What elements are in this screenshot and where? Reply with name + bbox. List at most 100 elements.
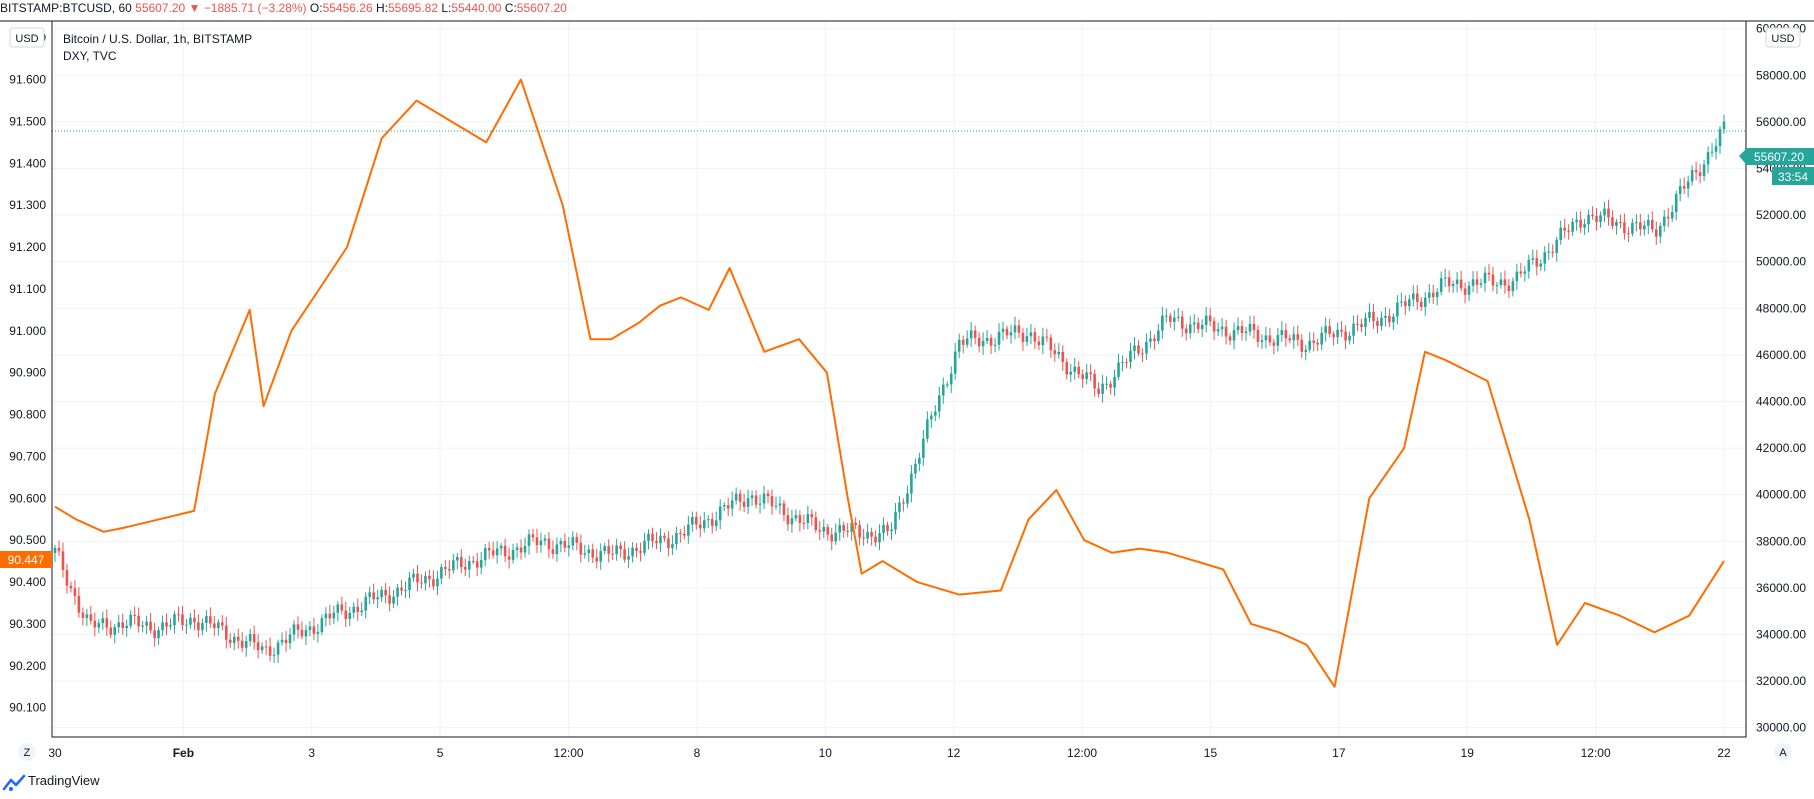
btc-candle-body	[770, 496, 774, 507]
btc-candle-body	[1587, 214, 1590, 225]
btc-candle-body	[1722, 121, 1726, 130]
btc-candle-body	[300, 629, 304, 637]
btc-candle-body	[1041, 336, 1045, 346]
brand-label[interactable]: TradingView	[28, 773, 100, 788]
btc-candle-body	[224, 625, 228, 640]
btc-candle-body	[1176, 316, 1180, 318]
btc-candle-body	[838, 525, 842, 533]
time-tick-label: 5	[437, 746, 444, 760]
btc-candle-body	[101, 618, 105, 624]
btc-candle-body	[822, 527, 826, 532]
btc-candle-body	[1503, 279, 1507, 286]
time-tick-label: 17	[1332, 746, 1346, 760]
open-label: O:	[309, 1, 323, 15]
btc-candle-body	[1380, 317, 1383, 326]
right-tick-label: 32000.00	[1756, 674, 1806, 688]
right-currency-button[interactable]: USD	[1765, 27, 1801, 48]
btc-candle-body	[1372, 311, 1375, 322]
left-tick-label: 90.700	[9, 449, 46, 463]
btc-candle-body	[1543, 252, 1547, 264]
btc-candle-body	[479, 560, 483, 568]
btc-candle-body	[1296, 334, 1300, 340]
btc-candle-body	[280, 639, 284, 643]
btc-candle-body	[870, 532, 873, 537]
time-tick-label: 10	[819, 746, 833, 760]
btc-candle-body	[444, 567, 447, 569]
zoom-label: Z	[24, 747, 31, 759]
btc-candle-body	[1057, 351, 1061, 355]
btc-candle-body	[1344, 331, 1347, 341]
btc-candle-body	[1427, 292, 1431, 298]
btc-candle-body	[1539, 263, 1543, 267]
btc-candle-body	[675, 533, 678, 545]
btc-candle-body	[1447, 277, 1451, 287]
tradingview-logo-icon[interactable]	[2, 774, 28, 794]
btc-candle-body	[1591, 214, 1594, 217]
btc-candle-body	[503, 545, 507, 557]
btc-candle-body	[575, 537, 579, 543]
btc-candle-body	[710, 519, 714, 527]
btc-candle-body	[742, 501, 746, 507]
btc-candle-body	[687, 524, 690, 536]
btc-candle-body	[1141, 353, 1144, 355]
btc-candle-body	[1619, 221, 1622, 223]
btc-candle-body	[886, 524, 889, 532]
left-tick-label: 90.200	[9, 659, 46, 673]
btc-candle-body	[611, 553, 614, 555]
btc-candle-body	[1117, 362, 1120, 377]
btc-candle-body	[587, 549, 591, 554]
btc-candle-body	[806, 514, 810, 524]
btc-candle-body	[766, 493, 770, 497]
right-axis[interactable]: 60000.0058000.0056000.0054000.0052000.00…	[1756, 22, 1806, 735]
price-chart[interactable]: 91.70091.60091.50091.40091.30091.20091.1…	[0, 0, 1814, 770]
btc-candle-body	[499, 545, 503, 549]
time-axis[interactable]: 30 Feb 3 5 12:00 8 10 12 12:00 15 17 19 12:00 22	[48, 746, 1731, 760]
btc-candle-body	[248, 634, 252, 642]
btc-candle-body	[786, 515, 790, 525]
btc-candle-body	[1412, 293, 1415, 300]
btc-candle-body	[1065, 361, 1069, 375]
btc-candle-body	[802, 522, 806, 524]
btc-candle-body	[1451, 283, 1455, 287]
btc-candle-body	[1623, 222, 1626, 234]
btc-candle-body	[205, 616, 208, 623]
btc-candle-body	[1491, 274, 1495, 286]
btc-candle-body	[1408, 299, 1411, 307]
btc-candle-body	[129, 614, 132, 626]
btc-candle-body	[1443, 277, 1447, 279]
btc-candle-body	[746, 497, 750, 507]
symbol-label[interactable]: BITSTAMP:BTCUSD, 60	[0, 1, 132, 15]
btc-candle-body	[663, 535, 666, 539]
btc-candle-body	[718, 506, 722, 521]
auto-scale-button[interactable]: A	[1774, 743, 1792, 761]
right-tick-label: 50000.00	[1756, 255, 1806, 269]
btc-candle-body	[627, 556, 630, 560]
btc-candle-body	[1165, 315, 1168, 317]
left-axis[interactable]: 91.70091.60091.50091.40091.30091.20091.1…	[9, 31, 46, 715]
legend-overlay[interactable]: DXY, TVC	[63, 49, 117, 63]
btc-candle-body	[1694, 170, 1698, 173]
btc-candle-body	[1599, 215, 1602, 222]
legend-main[interactable]: Bitcoin / U.S. Dollar, 1h, BITSTAMP	[63, 32, 252, 46]
btc-candle-body	[1710, 151, 1714, 153]
btc-candle-body	[1571, 222, 1574, 232]
btc-candle-body	[384, 589, 387, 596]
btc-candle-body	[993, 344, 997, 346]
btc-candle-body	[1431, 292, 1435, 298]
btc-candle-body	[400, 587, 403, 591]
btc-candle-body	[1133, 345, 1136, 351]
left-tick-label: 90.100	[9, 701, 46, 715]
btc-candle-body	[1085, 372, 1088, 380]
btc-candle-body	[217, 622, 220, 628]
btc-candle-body	[782, 503, 786, 516]
btc-candle-body	[543, 538, 547, 541]
btc-candle-body	[639, 551, 642, 553]
btc-candle-body	[551, 549, 555, 555]
zoom-button[interactable]: Z	[18, 743, 36, 761]
btc-candle-body	[268, 646, 272, 656]
btc-candle-body	[1631, 222, 1634, 234]
btc-candle-body	[276, 642, 280, 655]
btc-candle-body	[1208, 315, 1212, 322]
left-currency-button[interactable]: USD	[9, 27, 45, 48]
btc-candle-body	[312, 626, 316, 634]
